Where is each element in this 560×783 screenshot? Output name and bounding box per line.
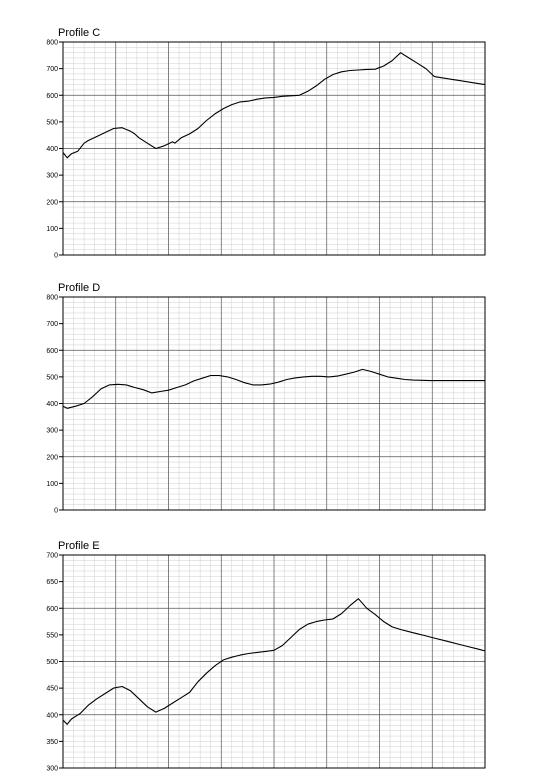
y-tick-label: 300 <box>46 766 58 773</box>
series-line <box>62 368 485 409</box>
chart-title: Profile E <box>58 540 100 552</box>
y-tick-label: 300 <box>46 173 58 180</box>
y-tick-label: 800 <box>46 40 58 47</box>
y-tick-label: 500 <box>46 659 58 666</box>
y-tick-label: 400 <box>46 401 58 408</box>
y-tick-label: 200 <box>46 199 58 206</box>
chart-3: Profile E 300 350 400 450 500 550 600 650 700 <box>46 540 486 773</box>
y-tick-label: 200 <box>46 454 58 461</box>
y-tick-label: 700 <box>46 66 58 73</box>
chart-2: Profile D 0 100 200 300 400 500 600 700 800 <box>46 282 486 515</box>
y-tick-label: 400 <box>46 146 58 153</box>
y-tick-label: 300 <box>46 428 58 435</box>
y-tick-label: 650 <box>46 579 58 586</box>
y-tick-label: 500 <box>46 374 58 381</box>
y-tick-label: 100 <box>46 226 58 233</box>
y-tick-label: 550 <box>46 632 58 639</box>
y-tick-label: 600 <box>46 93 58 100</box>
chart-1: Profile C 0 100 200 300 400 500 600 700 800 <box>46 27 486 260</box>
chart-title: Profile C <box>58 27 100 39</box>
y-tick-label: 400 <box>46 712 58 719</box>
y-tick-label: 700 <box>46 553 58 560</box>
y-tick-label: 350 <box>46 739 58 746</box>
y-tick-label: 700 <box>46 321 58 328</box>
y-tick-label: 450 <box>46 686 58 693</box>
series-line <box>62 598 486 725</box>
chart-title: Profile D <box>58 282 100 294</box>
y-tick-label: 600 <box>46 606 58 613</box>
y-tick-label: 500 <box>46 119 58 126</box>
y-tick-label: 0 <box>54 253 58 260</box>
y-tick-label: 600 <box>46 348 58 355</box>
y-tick-label: 0 <box>54 508 58 515</box>
y-tick-label: 100 <box>46 481 58 488</box>
y-tick-label: 800 <box>46 295 58 302</box>
